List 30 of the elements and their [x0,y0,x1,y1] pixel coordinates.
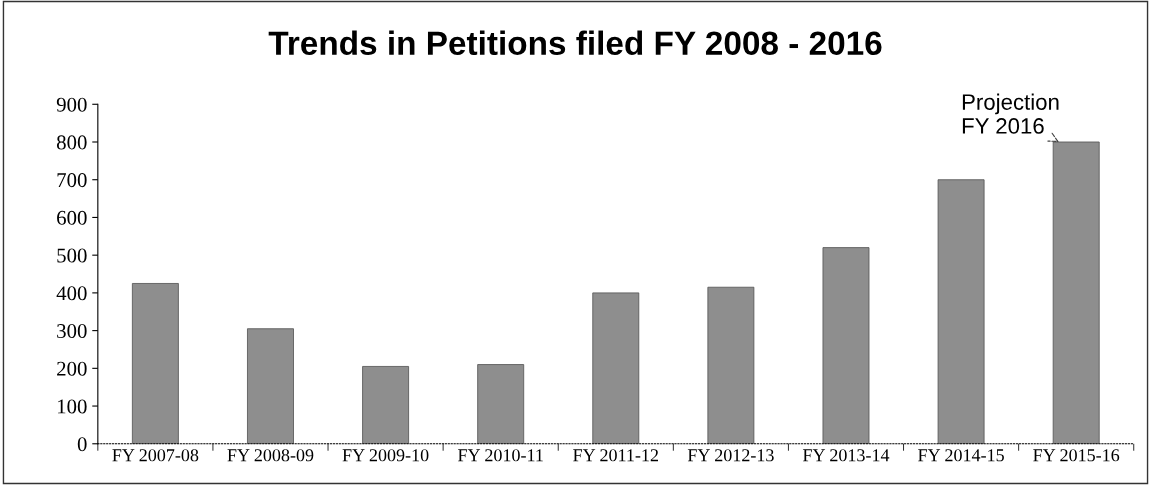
x-tick-label: FY 2011-12 [573,449,658,462]
bar [362,366,410,444]
x-tick-label: FY 2012-13 [687,449,774,462]
bar [937,179,985,444]
annotation: Projection FY 2016 [962,93,1059,134]
x-tick-label: FY 2008-09 [227,449,314,462]
x-tick-label: FY 2015-16 [1033,449,1120,462]
bar [477,364,525,444]
bar [247,328,294,444]
x-tick-label: FY 2014-15 [918,449,1004,462]
y-tick-label: 400 [56,286,87,301]
x-tick-label: FY 2009-10 [342,449,429,462]
y-tick-label: 100 [58,399,87,414]
bar [592,292,640,444]
chart-title: Trends in Petitions filed FY 2008 - 2016 [268,30,882,56]
bar [1052,141,1100,444]
y-tick-label: 300 [57,323,87,339]
y-tick-label: 800 [56,135,87,150]
bar [822,247,870,444]
x-tick-label: FY 2010-11 [457,449,543,462]
bar [131,283,179,444]
x-tick-label: FY 2013-14 [802,449,890,462]
y-tick-label: 0 [77,437,87,452]
x-tick-label: FY 2007-08 [112,449,199,462]
y-tick-label: 900 [56,97,87,112]
y-tick-label: 500 [57,248,87,263]
y-tick-label: 700 [57,173,87,188]
bar [707,286,755,444]
y-tick-label: 200 [57,361,87,376]
y-tick-label: 600 [57,210,87,225]
